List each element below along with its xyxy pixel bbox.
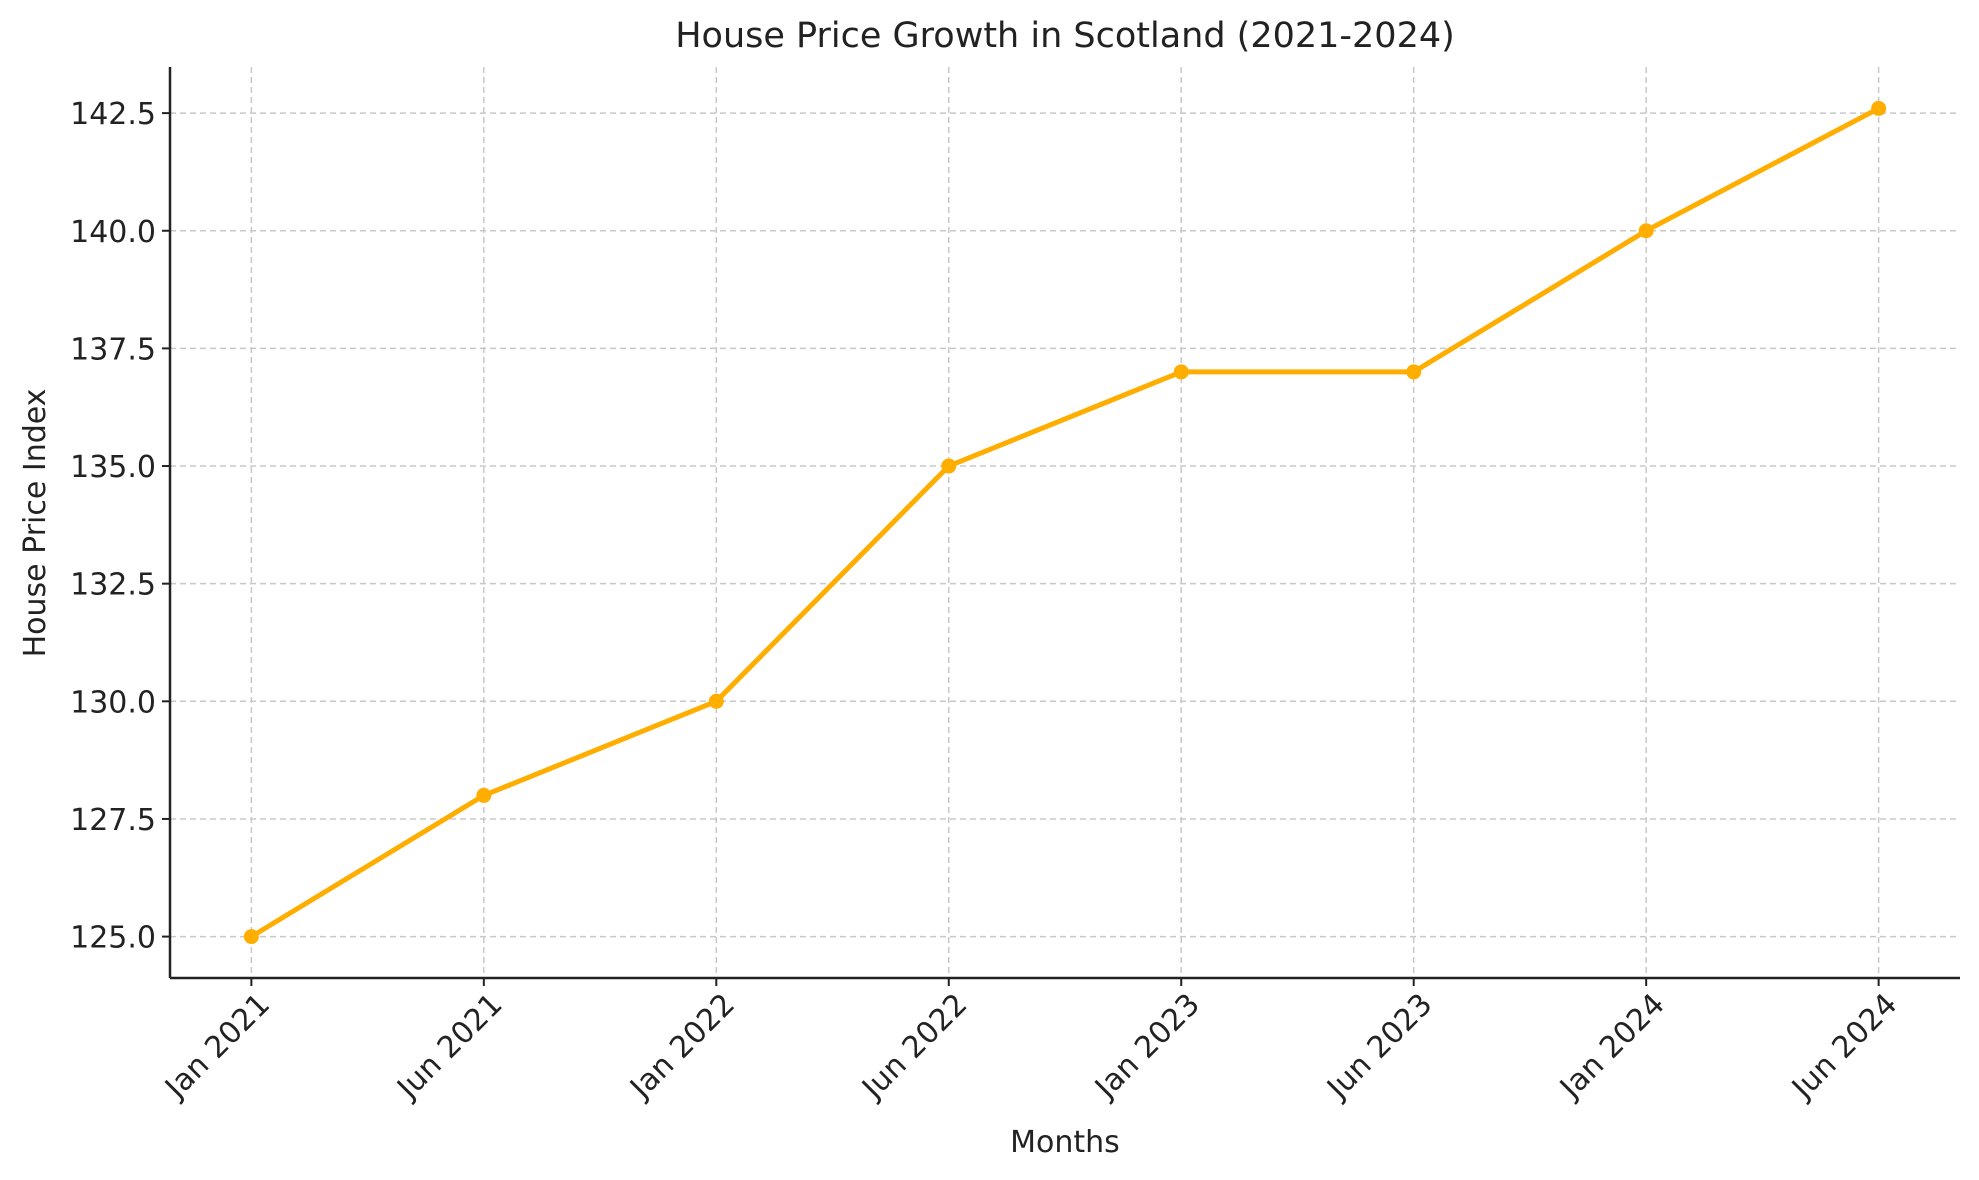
series (243, 100, 1887, 945)
x-tick-label: Jan 2022 (622, 987, 742, 1107)
y-tick-label: 127.5 (70, 803, 156, 838)
x-tick-label: Jan 2021 (157, 987, 277, 1107)
y-tick-label: 130.0 (70, 685, 156, 720)
y-tick-label: 142.5 (70, 97, 156, 132)
x-tick-label: Jun 2023 (1319, 987, 1439, 1107)
data-point (1871, 100, 1887, 116)
x-tick-label: Jun 2021 (389, 987, 509, 1107)
data-point (1638, 223, 1654, 239)
x-tick-label: Jun 2022 (854, 987, 974, 1107)
x-tick-label: Jun 2024 (1784, 987, 1904, 1107)
x-tick-label: Jan 2023 (1087, 987, 1207, 1107)
x-tick-label: Jan 2024 (1552, 987, 1672, 1107)
data-point (941, 458, 957, 474)
data-point (1173, 364, 1189, 380)
x-axis-label: Months (1010, 1125, 1120, 1160)
chart-title: House Price Growth in Scotland (2021-202… (675, 16, 1455, 56)
grid (170, 67, 1960, 978)
y-axis-label: House Price Index (18, 389, 53, 658)
y-tick-label: 125.0 (70, 921, 156, 956)
y-tick-label: 137.5 (70, 332, 156, 367)
y-tick-label: 132.5 (70, 568, 156, 603)
series-line (250, 106, 1880, 939)
data-point (708, 693, 724, 709)
y-tick-label: 140.0 (70, 215, 156, 250)
data-point (476, 787, 492, 803)
data-point (1406, 364, 1422, 380)
axes: 125.0 127.5 130.0 132.5 135.0 137.5 140.0 142.5… (70, 67, 1960, 1107)
y-tick-label: 135.0 (70, 450, 156, 485)
data-point (243, 929, 259, 945)
